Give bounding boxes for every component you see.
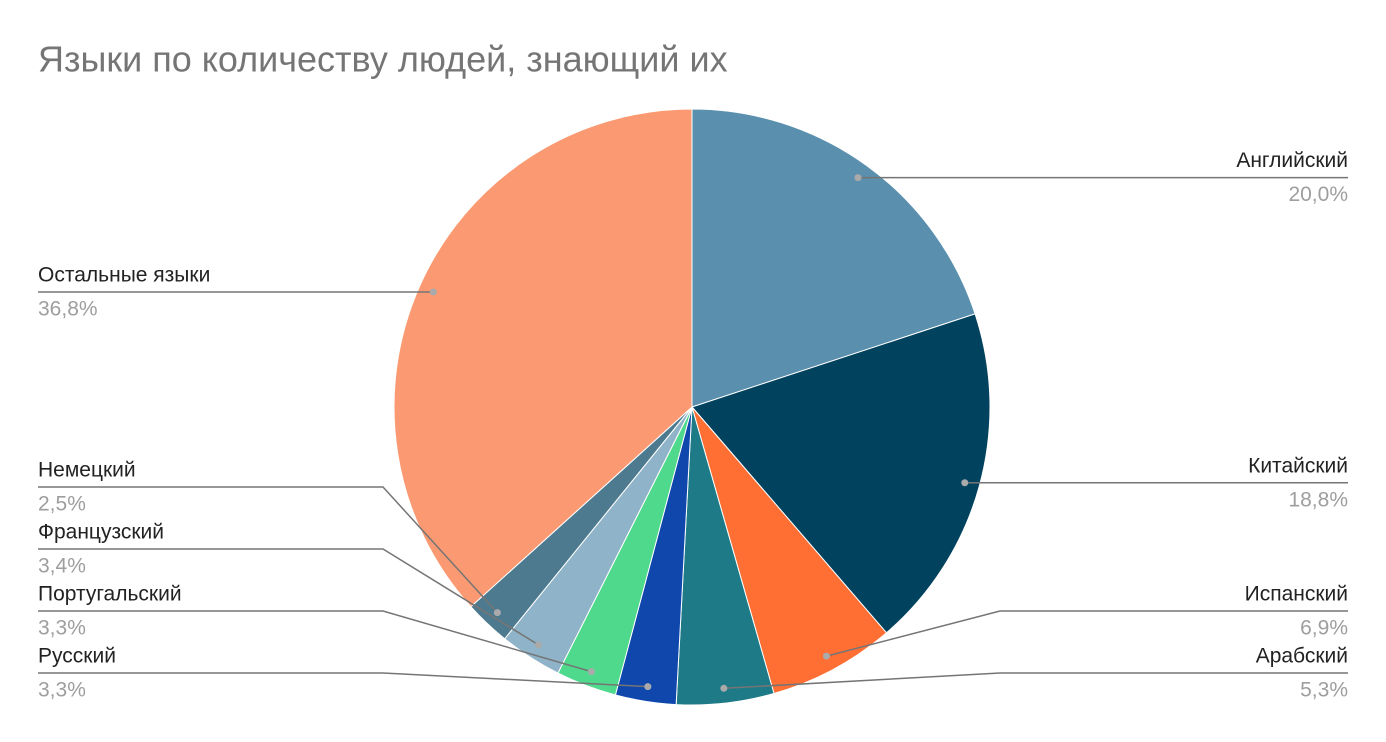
slice-label: Китайский	[1248, 454, 1348, 477]
leader-line	[38, 486, 498, 614]
leader-dot	[644, 683, 652, 691]
value-label: 20,0%	[1288, 183, 1348, 206]
slice-label: Английский	[1236, 149, 1348, 172]
value-label: 3,3%	[38, 617, 86, 640]
leader-line	[38, 610, 592, 673]
slice-label: Арабский	[1256, 645, 1348, 668]
slice-label: Остальные языки	[38, 264, 210, 287]
slice-label: Немецкий	[38, 459, 136, 482]
leader-dot	[493, 609, 501, 617]
chart-title: Языки по количеству людей, знающий их	[38, 39, 728, 80]
leader-line	[826, 610, 1348, 657]
leader-dot	[429, 288, 437, 296]
leader-line	[723, 672, 1348, 690]
leader-dot	[720, 684, 728, 692]
pie-slice	[691, 313, 991, 634]
pie-slice	[691, 406, 888, 695]
leader-line	[38, 548, 539, 646]
value-label: 3,4%	[38, 555, 86, 578]
slice-label: Русский	[38, 645, 116, 668]
value-label: 36,8%	[38, 298, 98, 321]
slice-label: Португальский	[38, 583, 182, 606]
value-label: 5,3%	[1300, 679, 1348, 702]
leader-dot	[534, 641, 542, 649]
pie-slice	[691, 108, 976, 408]
value-label: 3,3%	[38, 679, 86, 702]
leader-dot	[822, 652, 830, 660]
value-label: 18,8%	[1288, 488, 1348, 511]
leader-line	[38, 672, 648, 688]
slice-label: Французский	[38, 521, 164, 544]
leader-dot	[961, 479, 969, 487]
slice-label: Испанский	[1245, 583, 1348, 606]
value-label: 6,9%	[1300, 617, 1348, 640]
value-label: 2,5%	[38, 493, 86, 516]
leader-dot	[854, 174, 862, 182]
leader-dot	[587, 668, 595, 676]
